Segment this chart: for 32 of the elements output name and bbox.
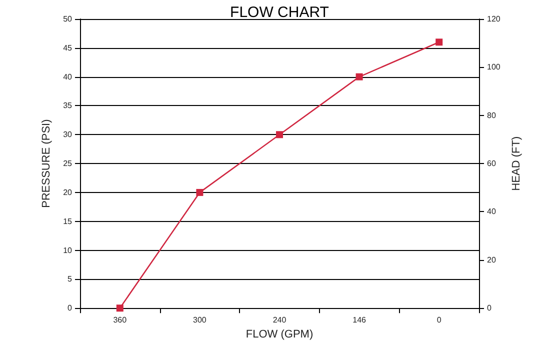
- x-tick-label: 300: [193, 316, 207, 325]
- x-tick-label: 240: [272, 316, 287, 325]
- y2-tick-label: 20: [487, 255, 496, 264]
- point: [196, 188, 204, 196]
- x-axis-title: FLOW (GPM): [246, 328, 314, 340]
- y-tick-label: 40: [63, 72, 73, 82]
- point: [436, 38, 443, 46]
- chart-title: FLOW CHART: [230, 4, 329, 21]
- y-tick-label: 10: [63, 246, 73, 255]
- x-tick-label: 146: [352, 316, 367, 325]
- y-tick-label: 45: [63, 43, 73, 52]
- point: [356, 73, 363, 80]
- y-tick-label: 50: [63, 14, 73, 24]
- x-tick-label: 360: [113, 316, 128, 325]
- y-tick-label: 0: [68, 304, 73, 313]
- y2-tick-label: 120: [487, 14, 501, 24]
- y2-tick-label: 0: [487, 304, 492, 313]
- y-tick-label: 35: [63, 101, 73, 110]
- y2-axis-title: HEAD (FT): [510, 136, 523, 191]
- y2-tick-label: 80: [487, 110, 496, 120]
- y2-tick-label: 60: [487, 159, 496, 168]
- y2-tick-label: 40: [487, 207, 496, 216]
- y2-tick-label: 100: [487, 62, 501, 72]
- y-tick-label: 15: [63, 216, 73, 226]
- y-tick-label: 25: [63, 159, 73, 168]
- y-tick-label: 20: [63, 188, 73, 197]
- y-axis-title: PRESSURE (PSI): [40, 119, 52, 208]
- x-tick-label: 0: [436, 316, 442, 325]
- y-tick-label: 5: [68, 274, 73, 284]
- point: [276, 131, 283, 138]
- point: [116, 304, 124, 312]
- y-tick-label: 30: [63, 130, 73, 140]
